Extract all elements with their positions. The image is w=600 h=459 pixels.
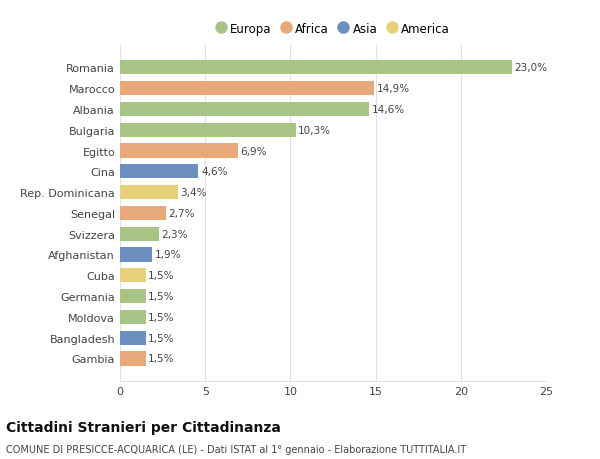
- Text: 14,9%: 14,9%: [376, 84, 410, 94]
- Bar: [120, 82, 374, 96]
- Text: Cittadini Stranieri per Cittadinanza: Cittadini Stranieri per Cittadinanza: [6, 420, 281, 434]
- Bar: [120, 123, 296, 138]
- Legend: Europa, Africa, Asia, America: Europa, Africa, Asia, America: [211, 18, 455, 41]
- Bar: [120, 352, 146, 366]
- Text: COMUNE DI PRESICCE-ACQUARICA (LE) - Dati ISTAT al 1° gennaio - Elaborazione TUTT: COMUNE DI PRESICCE-ACQUARICA (LE) - Dati…: [6, 444, 466, 454]
- Bar: [120, 289, 146, 303]
- Text: 1,5%: 1,5%: [148, 271, 175, 280]
- Text: 3,4%: 3,4%: [181, 188, 207, 198]
- Bar: [120, 103, 369, 117]
- Bar: [120, 185, 178, 200]
- Bar: [120, 165, 199, 179]
- Text: 4,6%: 4,6%: [201, 167, 227, 177]
- Text: 1,5%: 1,5%: [148, 333, 175, 343]
- Bar: [120, 248, 152, 262]
- Text: 1,5%: 1,5%: [148, 291, 175, 302]
- Text: 1,5%: 1,5%: [148, 354, 175, 364]
- Bar: [120, 144, 238, 158]
- Text: 2,3%: 2,3%: [162, 229, 188, 239]
- Bar: [120, 331, 146, 345]
- Text: 23,0%: 23,0%: [514, 63, 547, 73]
- Text: 10,3%: 10,3%: [298, 125, 331, 135]
- Text: 2,7%: 2,7%: [169, 208, 195, 218]
- Bar: [120, 227, 159, 241]
- Text: 1,5%: 1,5%: [148, 312, 175, 322]
- Text: 1,9%: 1,9%: [155, 250, 181, 260]
- Text: 6,9%: 6,9%: [240, 146, 266, 156]
- Bar: [120, 269, 146, 283]
- Bar: [120, 310, 146, 324]
- Bar: [120, 61, 512, 75]
- Bar: [120, 207, 166, 220]
- Text: 14,6%: 14,6%: [371, 105, 404, 115]
